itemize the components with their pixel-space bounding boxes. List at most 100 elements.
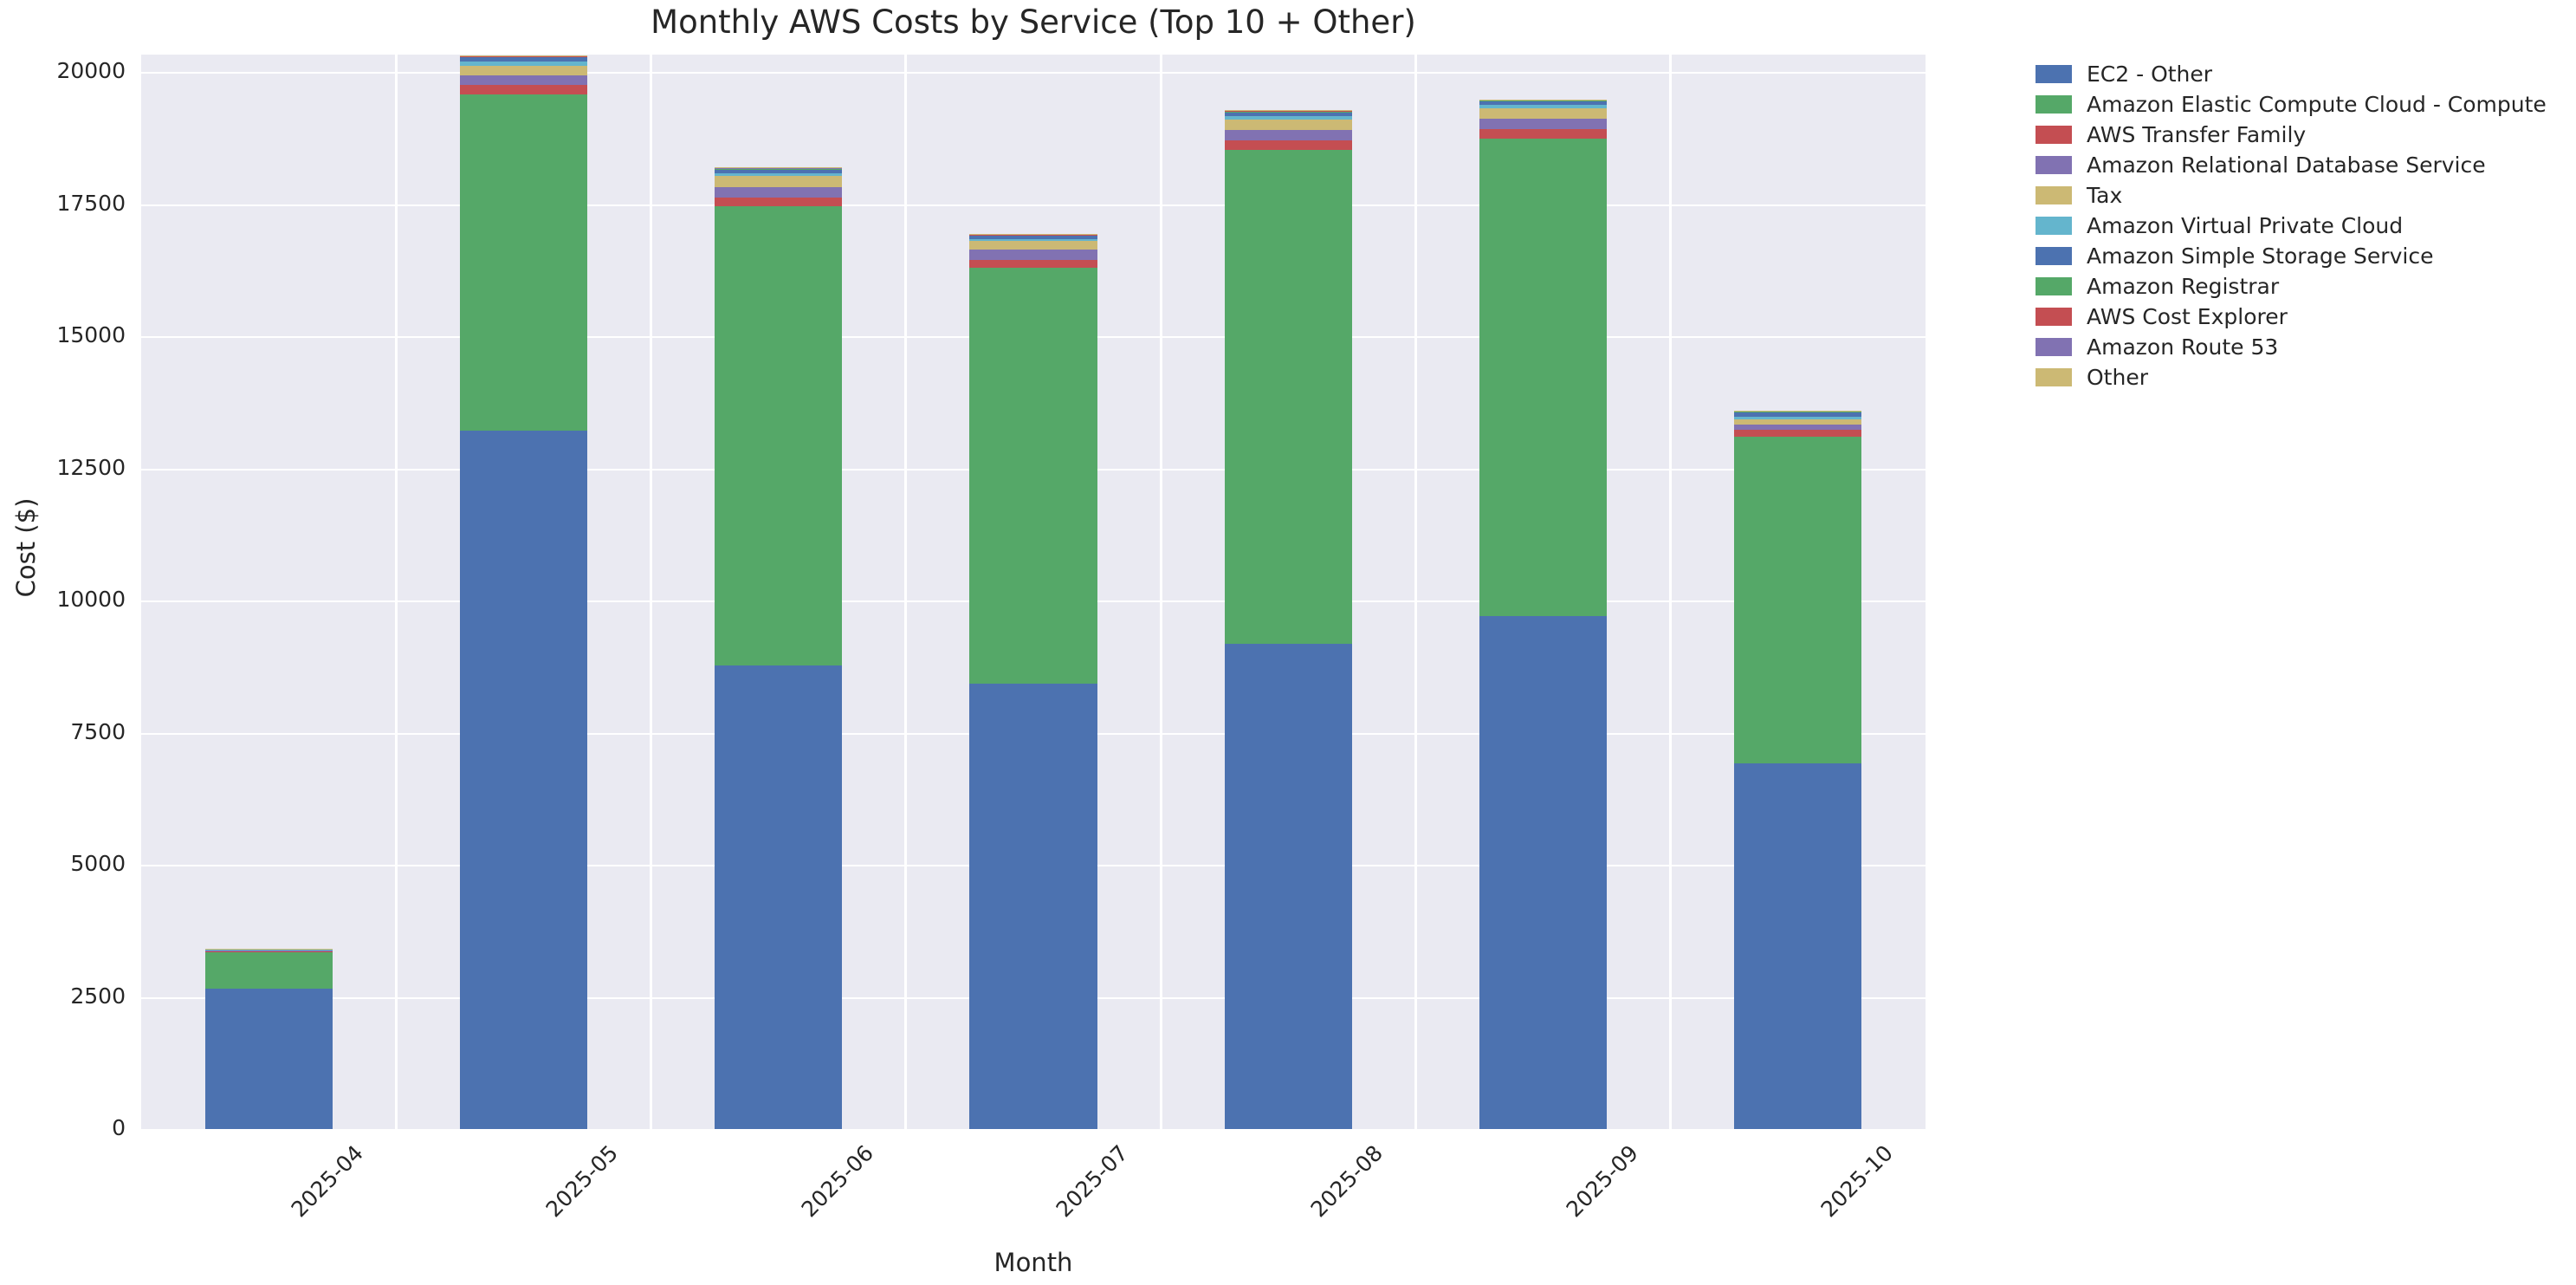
bar-segment[interactable] [1479, 105, 1608, 108]
legend-item[interactable]: Other [2036, 362, 2547, 393]
bar-segment[interactable] [1224, 140, 1352, 150]
legend-item[interactable]: AWS Transfer Family [2036, 120, 2547, 150]
bar-segment[interactable] [1479, 128, 1608, 139]
bar-segment[interactable] [459, 55, 587, 56]
bar-segment[interactable] [715, 665, 843, 1129]
bar-segment[interactable] [1734, 419, 1862, 425]
bar-segment[interactable] [204, 988, 333, 1129]
bar-segment[interactable] [969, 268, 1097, 684]
bar-segment[interactable] [1224, 644, 1352, 1129]
legend-item[interactable]: Tax [2036, 180, 2547, 211]
bar-segment[interactable] [204, 951, 333, 953]
bar-segment[interactable] [969, 683, 1097, 1129]
chart-title: Monthly AWS Costs by Service (Top 10 + O… [650, 3, 1416, 41]
gridline-horizontal [141, 72, 1926, 74]
gridline-vertical [394, 55, 398, 1129]
legend-item[interactable]: Amazon Elastic Compute Cloud - Compute [2036, 89, 2547, 120]
bar-segment[interactable] [1479, 119, 1608, 129]
bar-segment[interactable] [969, 250, 1097, 260]
bar-group[interactable] [969, 55, 1097, 1129]
bar-segment[interactable] [1224, 130, 1352, 140]
bar-segment[interactable] [459, 431, 587, 1129]
bar-group[interactable] [459, 55, 587, 1129]
legend-swatch-icon [2036, 156, 2072, 174]
bar-segment[interactable] [459, 62, 587, 67]
bar-segment[interactable] [204, 948, 333, 950]
legend-item[interactable]: Amazon Simple Storage Service [2036, 241, 2547, 271]
bar-segment[interactable] [969, 241, 1097, 250]
bar-segment[interactable] [459, 66, 587, 76]
y-axis-tick-label: 5000 [70, 851, 126, 876]
bar-segment[interactable] [715, 205, 843, 666]
x-axis-tick-label: 2025-08 [1305, 1140, 1388, 1223]
bar-segment[interactable] [969, 238, 1097, 242]
legend-swatch-icon [2036, 95, 2072, 114]
bar-segment[interactable] [715, 168, 843, 170]
bar-segment[interactable] [459, 55, 587, 57]
bar-segment[interactable] [459, 85, 587, 95]
bar-segment[interactable] [715, 186, 843, 198]
legend-swatch-icon [2036, 126, 2072, 144]
bar-group[interactable] [1479, 55, 1608, 1129]
bar-group[interactable] [1734, 55, 1862, 1129]
bar-group[interactable] [1224, 55, 1352, 1129]
bar-segment[interactable] [715, 167, 843, 169]
chart-legend: EC2 - Other Amazon Elastic Compute Cloud … [2036, 59, 2547, 393]
bar-segment[interactable] [969, 234, 1097, 236]
bar-group[interactable] [204, 55, 333, 1129]
bar-segment[interactable] [1734, 424, 1862, 430]
legend-item[interactable]: EC2 - Other [2036, 59, 2547, 89]
legend-item[interactable]: Amazon Registrar [2036, 271, 2547, 302]
bar-segment[interactable] [1734, 412, 1862, 418]
legend-swatch-icon [2036, 308, 2072, 326]
bar-segment[interactable] [1734, 429, 1862, 437]
bar-segment[interactable] [1734, 763, 1862, 1129]
bar-segment[interactable] [1224, 119, 1352, 131]
bar-segment[interactable] [1224, 149, 1352, 645]
bar-segment[interactable] [1479, 99, 1608, 101]
bar-group[interactable] [715, 55, 843, 1129]
bar-segment[interactable] [1224, 111, 1352, 113]
bar-segment[interactable] [1734, 417, 1862, 420]
bar-segment[interactable] [1224, 110, 1352, 112]
legend-swatch-icon [2036, 65, 2072, 83]
bar-segment[interactable] [204, 952, 333, 989]
bar-segment[interactable] [1224, 116, 1352, 120]
legend-item[interactable]: Amazon Virtual Private Cloud [2036, 211, 2547, 241]
bar-segment[interactable] [715, 168, 843, 169]
bar-segment[interactable] [969, 259, 1097, 269]
bar-segment[interactable] [1734, 410, 1862, 412]
bar-segment[interactable] [715, 175, 843, 187]
bar-segment[interactable] [715, 197, 843, 206]
x-axis-label: Month [994, 1248, 1073, 1277]
bar-segment[interactable] [1224, 112, 1352, 117]
bar-segment[interactable] [459, 94, 587, 432]
bar-segment[interactable] [1734, 411, 1862, 412]
bar-segment[interactable] [1479, 101, 1608, 106]
bar-segment[interactable] [1479, 138, 1608, 617]
legend-item-label: Tax [2087, 183, 2123, 208]
gridline-vertical [904, 55, 908, 1129]
bar-segment[interactable] [459, 75, 587, 86]
y-axis-tick-label: 15000 [56, 322, 126, 347]
bar-segment[interactable] [969, 235, 1097, 237]
bar-segment[interactable] [1479, 107, 1608, 120]
bar-segment[interactable] [715, 169, 843, 173]
bar-segment[interactable] [1734, 436, 1862, 763]
bar-segment[interactable] [1224, 110, 1352, 111]
legend-item[interactable]: Amazon Relational Database Service [2036, 150, 2547, 180]
bar-segment[interactable] [459, 57, 587, 62]
bar-segment[interactable] [715, 172, 843, 176]
legend-swatch-icon [2036, 217, 2072, 235]
legend-item[interactable]: Amazon Route 53 [2036, 332, 2547, 362]
gridline-vertical [650, 55, 653, 1129]
bar-segment[interactable] [1479, 616, 1608, 1129]
y-axis-tick-label: 0 [112, 1115, 126, 1140]
bar-segment[interactable] [969, 236, 1097, 239]
legend-swatch-icon [2036, 368, 2072, 386]
bar-segment[interactable] [1479, 100, 1608, 101]
legend-item[interactable]: AWS Cost Explorer [2036, 302, 2547, 332]
bar-segment[interactable] [969, 233, 1097, 235]
bar-segment[interactable] [459, 56, 587, 58]
